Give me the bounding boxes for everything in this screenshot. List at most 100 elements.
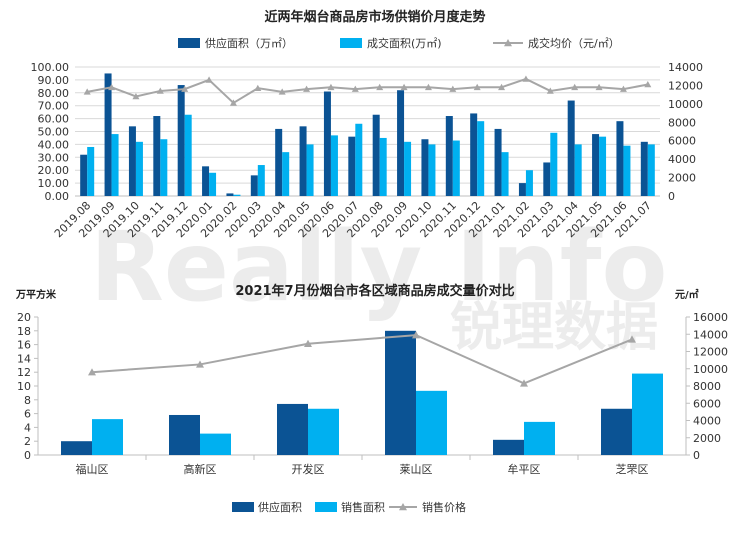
- chart1-sold-bar: [87, 146, 95, 196]
- chart1-price-marker: [595, 83, 603, 91]
- chart2-supply-bar: [493, 439, 524, 455]
- chart2-title: 2021年7月份烟台市各区域商品房成交量价对比: [235, 283, 514, 299]
- chart1-bars: [80, 73, 655, 196]
- chart2-y-tick: 2: [24, 435, 31, 448]
- chart1-sold-bar: [111, 134, 119, 196]
- chart1-y2-tick: 14000: [668, 61, 703, 74]
- chart1-sold-bar: [501, 152, 509, 196]
- chart1-supply-bar: [348, 136, 356, 196]
- chart2-y2-label: 元/㎡: [675, 288, 699, 301]
- chart1-price-marker: [132, 92, 140, 100]
- chart1-price-marker: [83, 88, 91, 95]
- chart2-x-tick: 芝罘区: [616, 463, 649, 476]
- chart1-legend-price-label: 成交均价（元/㎡）: [528, 36, 620, 50]
- chart1-gridlines: [75, 66, 660, 197]
- chart1-sold-bar: [209, 172, 217, 196]
- monthly-trend-chart: 近两年烟台商品房市场供销价月度走势 供应面积（万㎡） 成交面积(万㎡) 成交均价（元…: [31, 9, 704, 240]
- chart1-supply-bar: [177, 85, 185, 196]
- chart1-price-marker: [473, 83, 481, 91]
- chart2-x-tick: 牟平区: [508, 462, 541, 476]
- chart1-legend-supply-swatch: [178, 38, 200, 48]
- chart1-y2-axis: 0 2000 4000 6000 8000 10000 12000 14000: [668, 61, 703, 203]
- chart1-y-tick: 90.00: [38, 74, 70, 87]
- chart2-price-polyline: [91, 334, 633, 385]
- chart2-y2-tick: 16000: [693, 311, 728, 324]
- chart1-y-tick: 70.00: [38, 100, 70, 113]
- chart1-y2-tick: 0: [668, 190, 675, 203]
- chart1-y2-tick: 12000: [668, 79, 703, 92]
- chart2-supply-bar: [61, 441, 92, 455]
- chart1-price-marker: [254, 84, 262, 91]
- chart2-legend-sold-swatch: [315, 502, 337, 512]
- chart1-price-marker: [571, 83, 579, 91]
- chart2-y2-tick: 14000: [693, 328, 728, 341]
- chart2-x-tick: 福山区: [76, 462, 109, 476]
- chart2-x-tick: 莱山区: [400, 463, 433, 476]
- watermark-text-cjk: 锐理数据: [450, 298, 658, 358]
- chart2-supply-bar: [169, 414, 200, 455]
- chart1-y-tick: 80.00: [38, 87, 70, 100]
- chart1-supply-bar: [494, 128, 502, 196]
- chart1-price-polyline: [87, 77, 648, 105]
- chart2-y-tick: 14: [17, 352, 31, 365]
- watermark-text-latin: Really Info: [90, 211, 667, 323]
- chart1-legend-price-marker: [504, 39, 512, 47]
- chart1-price-marker: [156, 87, 164, 94]
- chart2-sold-bar: [92, 419, 123, 455]
- chart1-sold-bar: [233, 194, 241, 196]
- chart1-supply-bar: [153, 116, 161, 196]
- chart1-sold-bar: [477, 121, 485, 196]
- chart1-price-marker: [108, 83, 116, 91]
- chart1-y-tick: 20.00: [38, 164, 70, 177]
- chart1-price-marker: [376, 83, 384, 91]
- chart1-price-marker: [181, 85, 189, 92]
- chart2-y2-tick: 6000: [693, 397, 721, 410]
- chart1-price-marker: [205, 76, 213, 83]
- chart1-sold-bar: [452, 140, 460, 196]
- chart2-sold-bar: [632, 373, 663, 455]
- chart1-legend: 供应面积（万㎡） 成交面积(万㎡) 成交均价（元/㎡）: [178, 36, 620, 50]
- chart1-price-marker: [522, 75, 530, 82]
- chart2-y2-tick: 0: [693, 449, 700, 462]
- chart1-price-marker: [546, 87, 554, 94]
- chart2-legend-supply-label: 供应面积: [258, 500, 302, 514]
- chart2-bars: [61, 330, 663, 455]
- chart1-sold-bar: [306, 144, 314, 196]
- chart2-y-tick: 10: [17, 380, 31, 393]
- chart1-y-tick: 40.00: [38, 138, 70, 151]
- chart1-y-tick: 10.00: [38, 177, 70, 190]
- district-comparison-chart: 2021年7月份烟台市各区域商品房成交量价对比 万平方米 元/㎡ 0246810…: [15, 283, 728, 514]
- chart1-legend-supply-label: 供应面积（万㎡）: [205, 36, 293, 50]
- chart2-sold-bar: [524, 421, 555, 455]
- chart1-price-marker: [327, 83, 335, 91]
- chart2-sold-bar: [416, 390, 447, 455]
- chart1-price-marker: [498, 83, 506, 91]
- chart2-price-marker: [520, 379, 528, 387]
- chart1-sold-bar: [282, 152, 290, 196]
- chart2-price-marker: [412, 331, 420, 339]
- chart1-sold-bar: [330, 135, 338, 196]
- chart1-title: 近两年烟台商品房市场供销价月度走势: [264, 9, 485, 25]
- chart1-legend-sold-label: 成交面积(万㎡): [367, 36, 442, 50]
- chart2-sold-bar: [200, 433, 231, 455]
- chart2-supply-bar: [385, 330, 416, 455]
- chart1-sold-bar: [379, 137, 387, 196]
- chart1-y-axis: 0.0010.0020.0030.0040.0050.0060.0070.008…: [31, 61, 70, 203]
- chart2-y-tick: 0: [24, 449, 31, 462]
- chart1-y2-tick: 6000: [668, 135, 696, 148]
- chart1-supply-bar: [543, 162, 551, 196]
- chart1-supply-bar: [640, 141, 648, 196]
- chart1-sold-bar: [184, 114, 192, 196]
- chart1-supply-bar: [250, 175, 258, 196]
- chart1-supply-bar: [128, 126, 136, 196]
- chart1-supply-bar: [299, 126, 307, 196]
- chart2-supply-bar: [277, 403, 308, 455]
- chart1-sold-bar: [404, 141, 412, 196]
- chart1-sold-bar: [355, 123, 363, 196]
- chart2-y-label: 万平方米: [15, 288, 57, 301]
- chart2-y2-tick: 2000: [693, 432, 721, 445]
- chart2-price-marker: [196, 360, 204, 368]
- chart1-sold-bar: [623, 145, 631, 196]
- chart2-legend-price-marker: [399, 503, 407, 511]
